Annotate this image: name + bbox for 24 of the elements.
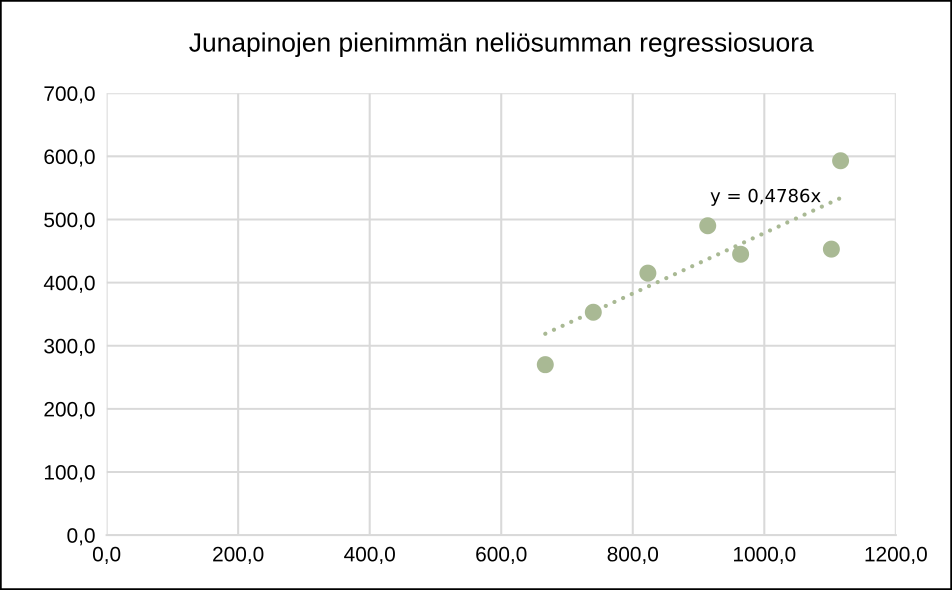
annotation: y = 0,4786x [710, 188, 821, 206]
x-tick-label: 600,0 [476, 546, 526, 564]
y-tick-label: 200,0 [44, 402, 95, 420]
point [732, 246, 750, 263]
x-tick-label: 200,0 [213, 546, 264, 564]
chart-title: Junapinojen pienimmän neliösumman regressiosuora [189, 32, 814, 58]
y-tick-label: 400,0 [44, 276, 95, 293]
point [584, 304, 602, 321]
x-tick-label: 1000,0 [734, 546, 796, 564]
x-tick-label: 800,0 [608, 546, 658, 564]
x-tick-label: 1200,0 [866, 546, 927, 564]
point [639, 264, 656, 282]
y-tick-label: 0,0 [67, 528, 95, 546]
point [536, 356, 554, 374]
point [822, 240, 840, 258]
y-tick-label: 300,0 [44, 338, 95, 356]
x-tick-label: 0,0 [92, 546, 120, 564]
y-tick-label: 500,0 [44, 212, 95, 230]
y-tick-label: 100,0 [44, 465, 95, 482]
y-tick-label: 600,0 [44, 149, 95, 167]
point [832, 152, 850, 170]
point [699, 217, 716, 234]
x-tick-label: 400,0 [344, 546, 395, 564]
y-tick-label: 700,0 [44, 86, 95, 104]
